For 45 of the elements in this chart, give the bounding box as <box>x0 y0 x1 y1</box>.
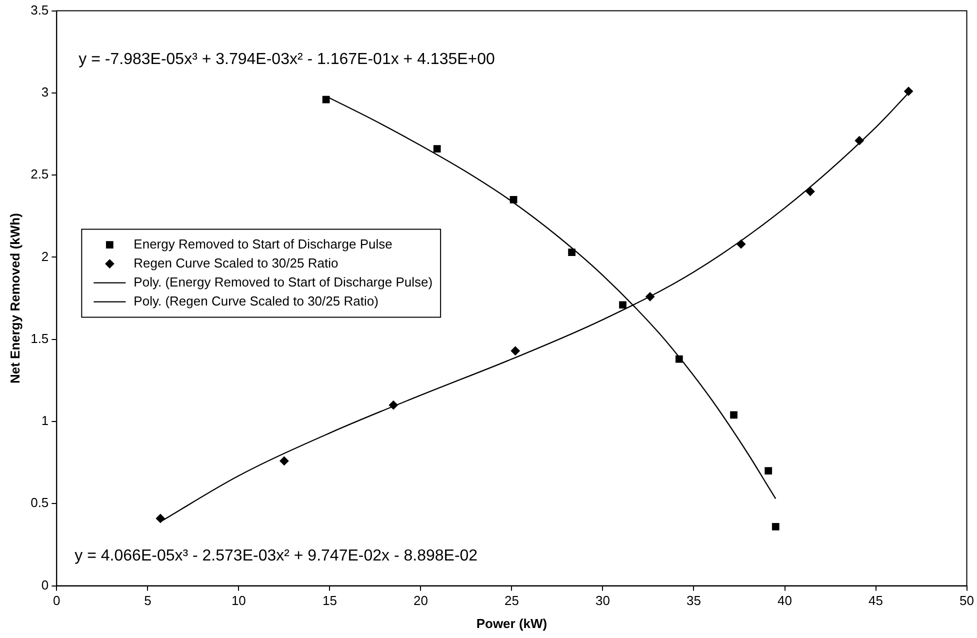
point <box>510 346 520 356</box>
y-tick-label: 2 <box>41 248 49 264</box>
point <box>764 467 772 474</box>
y-tick-label: 1 <box>41 413 49 428</box>
point <box>904 86 914 96</box>
point <box>646 292 655 302</box>
legend-label: Poly. (Energy Removed to Start of Discharge Pulse) <box>134 274 433 290</box>
x-tick-label: 35 <box>686 593 701 608</box>
y-tick-label: 1.5 <box>30 330 49 346</box>
x-tick-label: 5 <box>144 593 152 608</box>
y-tick-label: 2.5 <box>30 166 49 182</box>
point <box>433 145 441 152</box>
annotation: y = -7.983E-05x³ + 3.794E-03x² - 1.167E-01x + 4.135E+00 <box>78 51 496 68</box>
legend-label: Regen Curve Scaled to 30/25 Ratio <box>134 255 338 270</box>
point <box>322 96 330 104</box>
x-tick-label: 45 <box>868 593 883 608</box>
x-tick-label: 0 <box>53 593 60 608</box>
x-tick-label: 50 <box>960 593 974 608</box>
point <box>156 514 165 523</box>
y-tick-label: 0.5 <box>30 495 49 510</box>
x-tick-label: 25 <box>504 593 519 608</box>
x-tick-label: 40 <box>778 593 792 608</box>
point <box>806 187 815 196</box>
x-axis-title: Power (kW) <box>476 616 548 631</box>
point <box>675 355 683 363</box>
point <box>854 136 864 146</box>
x-tick-label: 20 <box>413 593 428 608</box>
x-tick-label: 10 <box>231 593 246 608</box>
x-tick-label: 15 <box>322 593 337 608</box>
point <box>730 411 738 419</box>
annotation: y = 4.066E-05x³ - 2.573E-03x² + 9.747E-02x - 8.898E-02 <box>74 547 478 564</box>
y-tick-label: 0 <box>41 577 49 592</box>
point <box>388 400 398 410</box>
point <box>772 522 780 530</box>
point <box>280 456 289 466</box>
y-axis-title: Net Energy Removed (kWh) <box>7 213 22 384</box>
point <box>619 301 626 309</box>
point <box>736 240 746 249</box>
legend-label: Energy Removed to Start of Discharge Pulse <box>134 236 392 252</box>
x-tick-label: 30 <box>595 593 610 608</box>
y-tick-label: 3 <box>41 84 49 100</box>
point <box>510 196 518 204</box>
legend-label: Poly. (Regen Curve Scaled to 30/25 Ratio) <box>134 293 378 308</box>
point <box>568 248 576 256</box>
y-tick-label: 3.5 <box>30 2 49 18</box>
